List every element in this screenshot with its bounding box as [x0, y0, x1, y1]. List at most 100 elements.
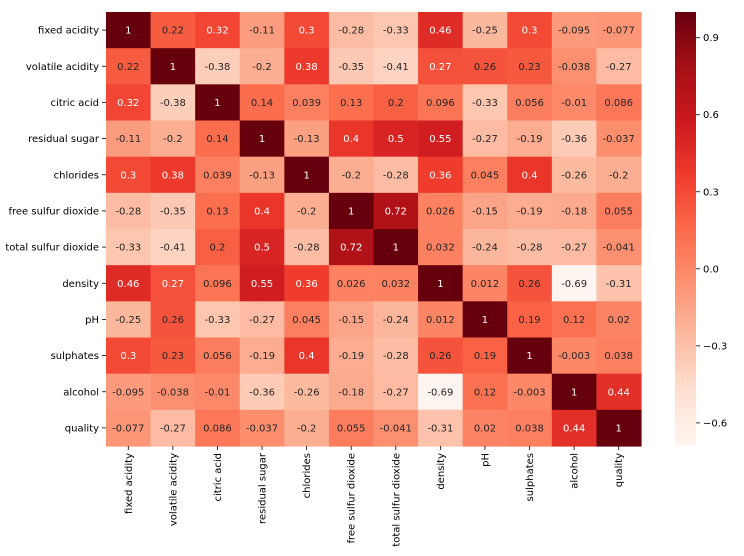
heatmap-cell — [462, 409, 508, 447]
heatmap-cell-value: 1 — [170, 62, 176, 73]
heatmap-cell — [150, 192, 196, 230]
heatmap-cell — [507, 120, 553, 158]
heatmap-cell — [418, 192, 464, 230]
heatmap-cell — [373, 120, 419, 158]
heatmap-cell — [551, 265, 598, 302]
heatmap-cell — [373, 48, 419, 85]
heatmap-cell — [596, 192, 642, 230]
column-label: density — [436, 453, 447, 490]
heatmap-cell — [462, 192, 508, 230]
heatmap-cell — [551, 373, 598, 411]
heatmap-cell-value: -0.25 — [472, 26, 498, 37]
heatmap-cell — [284, 301, 330, 339]
heatmap-cell — [507, 84, 553, 122]
heatmap-cell — [284, 84, 330, 122]
heatmap-cell — [418, 409, 464, 447]
row-label: fixed acidity — [38, 26, 99, 37]
heatmap-cell-value: -0.095 — [112, 387, 144, 398]
heatmap-cell-value: 0.096 — [203, 279, 232, 290]
heatmap-cell — [150, 337, 196, 375]
heatmap-cell-value: -0.037 — [246, 423, 278, 434]
heatmap-cell — [150, 301, 196, 339]
heatmap-cell — [551, 301, 598, 339]
heatmap-cell-value: 0.72 — [385, 206, 407, 217]
heatmap-cell-value: -0.38 — [160, 98, 186, 109]
heatmap-cell — [106, 373, 152, 411]
heatmap-cell — [551, 156, 598, 194]
heatmap-cell-value: -0.19 — [249, 351, 275, 362]
heatmap-cell — [462, 373, 508, 411]
heatmap-cell — [328, 120, 375, 158]
heatmap-cell-value: 0.086 — [604, 98, 633, 109]
heatmap-cell — [507, 409, 553, 447]
heatmap-cell-value: 1 — [125, 26, 131, 37]
heatmap-cell — [284, 12, 330, 49]
heatmap-cell-value: 0.3 — [522, 26, 538, 37]
heatmap-cell-value: -0.38 — [205, 62, 231, 73]
heatmap-cell-value: 0.02 — [608, 315, 630, 326]
heatmap-cell-value: 0.44 — [608, 387, 630, 398]
heatmap-cell-value: -0.35 — [160, 206, 186, 217]
heatmap-cell-value: -0.003 — [513, 387, 545, 398]
heatmap-cell — [284, 156, 330, 194]
heatmap-cell-value: -0.041 — [603, 243, 635, 254]
heatmap-cell-value: -0.13 — [249, 170, 275, 181]
heatmap-cell-value: 1 — [393, 243, 399, 254]
heatmap-cell-value: -0.26 — [294, 387, 320, 398]
heatmap-cell-value: -0.28 — [115, 206, 141, 217]
heatmap-cell — [551, 48, 598, 85]
heatmap-cell — [418, 337, 464, 375]
heatmap-cell — [150, 373, 196, 411]
heatmap-cell — [328, 48, 375, 85]
heatmap-cell — [507, 337, 553, 375]
row-label: density — [62, 279, 99, 290]
heatmap-cell-value: 0.12 — [563, 315, 585, 326]
heatmap-cell — [239, 337, 285, 375]
heatmap-cell-value: 0.038 — [604, 351, 633, 362]
heatmap-cell — [195, 265, 241, 302]
colorbar-tick-label: −0.3 — [703, 341, 727, 352]
heatmap-cell — [195, 48, 241, 85]
heatmap-cell — [195, 337, 241, 375]
heatmap-cell — [106, 265, 152, 302]
row-label: citric acid — [50, 98, 99, 109]
heatmap-cell — [239, 84, 285, 122]
heatmap-cell-value: -0.27 — [472, 134, 498, 145]
heatmap-cell-value: 0.55 — [251, 279, 273, 290]
heatmap-cell-value: -0.19 — [338, 351, 364, 362]
heatmap-cell-value: -0.038 — [157, 387, 189, 398]
heatmap-cell — [596, 120, 642, 158]
heatmap-cell-value: 0.039 — [292, 98, 321, 109]
heatmap-cell-value: -0.27 — [606, 62, 632, 73]
heatmap-cell — [239, 120, 285, 158]
heatmap-cell — [596, 373, 642, 411]
heatmap-cell-value: 0.14 — [251, 98, 273, 109]
heatmap-cell — [195, 409, 241, 447]
heatmap-cell — [106, 156, 152, 194]
heatmap-cell — [284, 120, 330, 158]
row-label: pH — [85, 315, 99, 326]
heatmap-cell — [150, 120, 196, 158]
heatmap-cell — [195, 373, 241, 411]
heatmap-cell-value: 0.27 — [162, 279, 184, 290]
heatmap-cell-value: 0.12 — [474, 387, 496, 398]
heatmap-cell-value: 0.22 — [162, 26, 184, 37]
heatmap-cell-value: 0.38 — [162, 170, 184, 181]
heatmap-cell-value: -0.15 — [472, 206, 498, 217]
heatmap-cell-value: 1 — [214, 98, 220, 109]
heatmap-cell-value: 0.22 — [117, 62, 139, 73]
heatmap-cell-value: -0.28 — [338, 26, 364, 37]
heatmap-cell-value: 1 — [303, 170, 309, 181]
heatmap-cell — [106, 192, 152, 230]
heatmap-cell — [551, 229, 598, 266]
heatmap-cell-value: 0.72 — [340, 243, 362, 254]
heatmap-cell-value: -0.077 — [112, 423, 144, 434]
heatmap-cell-value: 0.14 — [206, 134, 228, 145]
heatmap-cell-value: 1 — [616, 423, 622, 434]
heatmap-cell — [462, 12, 508, 49]
heatmap-cell — [239, 409, 285, 447]
heatmap-cell — [195, 12, 241, 49]
heatmap-cell — [239, 229, 285, 266]
heatmap-cell — [462, 120, 508, 158]
